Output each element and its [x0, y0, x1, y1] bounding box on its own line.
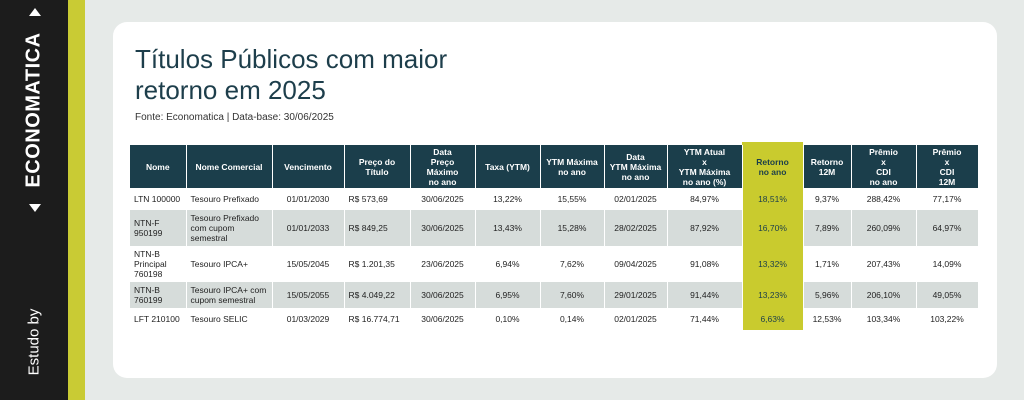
- column-header: Preço do Título: [344, 145, 411, 188]
- table-cell: 7,60%: [540, 282, 605, 308]
- table-cell: NTN-B 760199: [130, 282, 187, 308]
- table-cell: NTN-B Principal 760198: [130, 246, 187, 282]
- column-header: Data YTM Máxima no ano: [604, 145, 668, 188]
- table-cell: 260,09%: [851, 210, 917, 246]
- column-header: Retorno no ano: [742, 145, 804, 188]
- table-cell: LTN 100000: [130, 188, 187, 210]
- table-cell: 9,37%: [803, 188, 852, 210]
- table-cell: 103,34%: [851, 308, 917, 330]
- table-cell: 12,53%: [803, 308, 852, 330]
- table-cell: R$ 16.774,71: [344, 308, 411, 330]
- table-cell: 13,43%: [475, 210, 541, 246]
- table-cell: Tesouro Prefixado: [186, 188, 273, 210]
- table-cell: 103,22%: [916, 308, 979, 330]
- table-cell: R$ 1.201,35: [344, 246, 411, 282]
- table-cell: 15/05/2055: [272, 282, 345, 308]
- arrow-icon: [29, 204, 41, 212]
- arrow-icon: [29, 8, 41, 16]
- table-cell: 91,44%: [667, 282, 743, 308]
- card: Títulos Públicos com maior retorno em 20…: [113, 22, 997, 378]
- column-header: Prêmio x CDI no ano: [851, 145, 917, 188]
- bonds-table: Nome Nome Comercial Vencimento Preço do Tít…: [130, 145, 979, 330]
- table-cell: 84,97%: [667, 188, 743, 210]
- brand-logo: ECONOMATICA: [22, 32, 45, 188]
- table-cell: 01/01/2030: [272, 188, 345, 210]
- table-cell: 13,32%: [742, 246, 804, 282]
- accent-stripe: [68, 0, 85, 400]
- table-cell: 7,62%: [540, 246, 605, 282]
- table-cell: 0,10%: [475, 308, 541, 330]
- table-cell: 64,97%: [916, 210, 979, 246]
- column-header: YTM Atual x YTM Máxima no ano (%): [667, 145, 743, 188]
- table-cell: 1,71%: [803, 246, 852, 282]
- column-header: Nome Comercial: [186, 145, 273, 188]
- table-cell: 0,14%: [540, 308, 605, 330]
- study-by: Estudo by: [25, 308, 43, 376]
- table-cell: 09/04/2025: [604, 246, 668, 282]
- sidebar: ECONOMATICA Estudo by: [0, 0, 68, 400]
- table-cell: 7,89%: [803, 210, 852, 246]
- table-cell: 30/06/2025: [410, 308, 476, 330]
- table-cell: 49,05%: [916, 282, 979, 308]
- table-cell: 30/06/2025: [410, 282, 476, 308]
- header-row: Nome Nome Comercial Vencimento Preço do Tít…: [130, 145, 979, 188]
- column-header: YTM Máxima no ano: [540, 145, 605, 188]
- table-cell: 15,55%: [540, 188, 605, 210]
- table-row: NTN-F 950199 Tesouro Prefixado com cupom …: [130, 210, 979, 246]
- table-cell: R$ 573,69: [344, 188, 411, 210]
- table-cell: Tesouro Prefixado com cupom semestral: [186, 210, 273, 246]
- column-header: Taxa (YTM): [475, 145, 541, 188]
- table-cell: 29/01/2025: [604, 282, 668, 308]
- table-row: NTN-B Principal 760198 Tesouro IPCA+ 15/05…: [130, 246, 979, 282]
- table-cell: 71,44%: [667, 308, 743, 330]
- table-head: Nome Nome Comercial Vencimento Preço do Tít…: [130, 145, 979, 188]
- title: Títulos Públicos com maior retorno em 20…: [135, 44, 448, 105]
- table-cell: 13,23%: [742, 282, 804, 308]
- column-header: Data Preço Máximo no ano: [410, 145, 476, 188]
- column-header: Vencimento: [272, 145, 345, 188]
- table-cell: 87,92%: [667, 210, 743, 246]
- table-cell: 6,94%: [475, 246, 541, 282]
- table-cell: 30/06/2025: [410, 210, 476, 246]
- table-cell: 91,08%: [667, 246, 743, 282]
- table-cell: 13,22%: [475, 188, 541, 210]
- column-header: Retorno 12M: [803, 145, 852, 188]
- table-cell: Tesouro IPCA+: [186, 246, 273, 282]
- table-cell: 77,17%: [916, 188, 979, 210]
- table-cell: 5,96%: [803, 282, 852, 308]
- table-cell: 23/06/2025: [410, 246, 476, 282]
- table-cell: 30/06/2025: [410, 188, 476, 210]
- table-cell: NTN-F 950199: [130, 210, 187, 246]
- table-cell: 288,42%: [851, 188, 917, 210]
- table-row: NTN-B 760199 Tesouro IPCA+ com cupom seme…: [130, 282, 979, 308]
- column-header: Nome: [130, 145, 187, 188]
- table-cell: 02/01/2025: [604, 308, 668, 330]
- table-cell: 6,63%: [742, 308, 804, 330]
- table-body: LTN 100000 Tesouro Prefixado 01/01/2030 R$ …: [130, 188, 979, 330]
- table-row: LFT 210100 Tesouro SELIC 01/03/2029 R$ 16.7…: [130, 308, 979, 330]
- table-cell: LFT 210100: [130, 308, 187, 330]
- table-cell: R$ 4.049,22: [344, 282, 411, 308]
- table-row: LTN 100000 Tesouro Prefixado 01/01/2030 R$ …: [130, 188, 979, 210]
- table-cell: 6,95%: [475, 282, 541, 308]
- table-cell: 15,28%: [540, 210, 605, 246]
- table-cell: 207,43%: [851, 246, 917, 282]
- table-cell: Tesouro IPCA+ com cupom semestral: [186, 282, 273, 308]
- table-cell: 14,09%: [916, 246, 979, 282]
- table-cell: 01/03/2029: [272, 308, 345, 330]
- table-cell: 01/01/2033: [272, 210, 345, 246]
- table-cell: 02/01/2025: [604, 188, 668, 210]
- column-header: Prêmio x CDI 12M: [916, 145, 979, 188]
- table-cell: 206,10%: [851, 282, 917, 308]
- table-cell: 16,70%: [742, 210, 804, 246]
- table-cell: 28/02/2025: [604, 210, 668, 246]
- table-cell: R$ 849,25: [344, 210, 411, 246]
- table-cell: 18,51%: [742, 188, 804, 210]
- source: Fonte: Economatica | Data-base: 30/06/20…: [135, 112, 334, 123]
- table-cell: Tesouro SELIC: [186, 308, 273, 330]
- table-cell: 15/05/2045: [272, 246, 345, 282]
